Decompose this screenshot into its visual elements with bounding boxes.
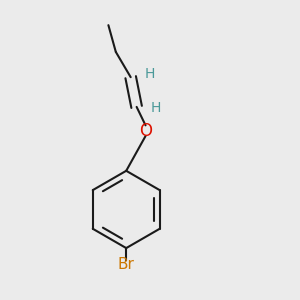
Text: H: H xyxy=(145,67,155,81)
Text: Br: Br xyxy=(118,257,135,272)
Text: O: O xyxy=(139,122,152,140)
Text: H: H xyxy=(151,101,161,116)
